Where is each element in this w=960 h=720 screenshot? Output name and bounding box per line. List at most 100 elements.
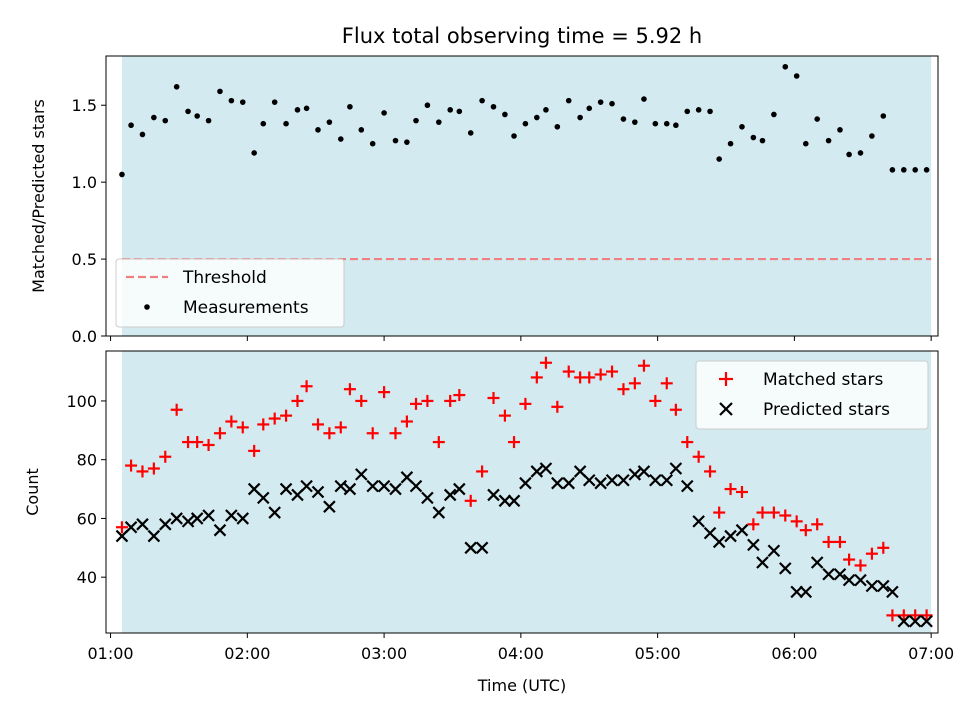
matched-star-marker xyxy=(854,559,867,572)
legend-predicted-label: Predicted stars xyxy=(763,400,890,420)
x-tick-label: 01:00 xyxy=(88,644,134,663)
y-tick-label: 80 xyxy=(77,451,97,470)
predicted-star-marker xyxy=(181,515,195,528)
top-y-axis-label: Matched/Predicted stars xyxy=(29,99,48,293)
measurement-point xyxy=(577,114,583,121)
measurement-point xyxy=(793,73,800,79)
measurement-point xyxy=(750,134,757,141)
predicted-star-marker xyxy=(680,479,694,493)
bottom-x-ticks: 01:00 02:00 03:00 04:00 05:00 06:00 07:00 xyxy=(88,633,954,663)
matched-star-marker xyxy=(886,609,899,622)
predicted-star-marker xyxy=(669,462,683,475)
matched-stars-points xyxy=(115,356,933,622)
x-tick-label: 05:00 xyxy=(635,644,681,663)
y-tick-label: 0.5 xyxy=(72,250,97,269)
top-axes-frame xyxy=(105,55,939,337)
measurement-point xyxy=(119,171,125,178)
measurement-point xyxy=(901,167,907,173)
measurement-point xyxy=(912,167,919,173)
top-legend-box xyxy=(115,258,345,328)
measurement-point xyxy=(151,114,157,121)
matched-star-marker xyxy=(713,506,726,519)
predicted-star-marker xyxy=(300,479,313,493)
measurement-point xyxy=(609,100,615,107)
chart-title: Flux total observing time = 5.92 h xyxy=(342,24,702,48)
predicted-star-marker xyxy=(225,509,238,522)
predicted-star-marker xyxy=(268,506,281,519)
y-tick-label: 100 xyxy=(66,392,97,411)
predicted-star-marker xyxy=(692,515,705,528)
matched-star-marker xyxy=(225,415,238,428)
predicted-star-marker xyxy=(389,482,402,496)
measurement-point xyxy=(392,137,399,144)
predicted-star-marker xyxy=(409,479,423,493)
matched-star-marker xyxy=(170,403,183,416)
measurement-point xyxy=(771,111,777,118)
predicted-star-marker xyxy=(562,476,576,490)
top-legend: Threshold Measurements xyxy=(115,258,345,328)
matched-star-marker xyxy=(692,450,705,463)
measurement-point xyxy=(597,99,604,105)
measurement-point xyxy=(695,107,702,113)
predicted-star-marker xyxy=(311,485,325,499)
measurement-point xyxy=(217,88,223,95)
matched-star-marker xyxy=(268,412,281,425)
matched-star-marker xyxy=(811,518,824,531)
predicted-star-marker xyxy=(660,473,674,487)
matched-star-marker xyxy=(779,509,792,522)
predicted-star-marker xyxy=(136,518,149,531)
measurement-point xyxy=(467,130,474,136)
predicted-star-marker xyxy=(530,465,544,478)
matched-star-marker xyxy=(213,427,226,440)
measurement-point xyxy=(194,113,200,119)
matched-star-marker xyxy=(291,394,304,407)
measurement-point xyxy=(436,119,442,125)
measurement-point xyxy=(880,113,887,119)
measurement-point xyxy=(684,108,691,115)
predicted-star-marker xyxy=(735,523,749,537)
matched-star-marker xyxy=(583,371,596,384)
x-tick-label: 04:00 xyxy=(498,644,544,663)
matched-star-marker xyxy=(202,439,215,451)
matched-star-marker xyxy=(637,359,650,372)
measurement-point xyxy=(923,167,930,173)
measurement-point xyxy=(315,127,321,133)
measurement-point xyxy=(869,133,875,139)
matched-star-marker xyxy=(476,465,489,478)
x-tick-label: 02:00 xyxy=(224,644,270,663)
matched-star-marker xyxy=(617,383,630,396)
predicted-star-marker xyxy=(124,520,138,534)
matched-star-marker xyxy=(136,465,149,478)
measurement-point xyxy=(511,133,517,139)
measurement-point xyxy=(260,120,267,127)
matched-star-marker xyxy=(704,465,717,478)
matched-star-marker xyxy=(498,409,511,422)
predicted-stars-points xyxy=(115,462,933,628)
measurement-point xyxy=(663,120,670,127)
predicted-star-marker xyxy=(747,538,760,552)
measurement-point xyxy=(228,97,235,104)
matched-star-marker xyxy=(421,394,434,407)
x-tick-label: 07:00 xyxy=(908,644,954,663)
predicted-star-marker xyxy=(778,562,792,575)
measurement-point xyxy=(205,117,212,124)
predicted-star-marker xyxy=(724,529,737,543)
matched-star-marker xyxy=(311,418,324,431)
y-tick-label: 1.0 xyxy=(72,173,97,192)
matched-star-marker xyxy=(334,421,347,434)
bottom-legend-box xyxy=(695,360,929,430)
measurement-point xyxy=(727,140,734,147)
predicted-star-marker xyxy=(498,494,512,508)
predicted-star-marker xyxy=(897,614,911,628)
predicted-star-marker xyxy=(377,479,391,493)
x-axis-label: Time (UTC) xyxy=(477,676,566,695)
predicted-star-marker xyxy=(170,512,183,525)
predicted-star-marker xyxy=(147,529,161,543)
measurement-point xyxy=(424,102,431,109)
measurement-point xyxy=(413,117,419,124)
y-tick-label: 1.5 xyxy=(72,96,97,115)
measurement-point xyxy=(802,140,809,147)
matched-star-marker xyxy=(724,483,737,496)
measurement-point xyxy=(251,150,257,156)
measurement-point xyxy=(641,96,647,102)
